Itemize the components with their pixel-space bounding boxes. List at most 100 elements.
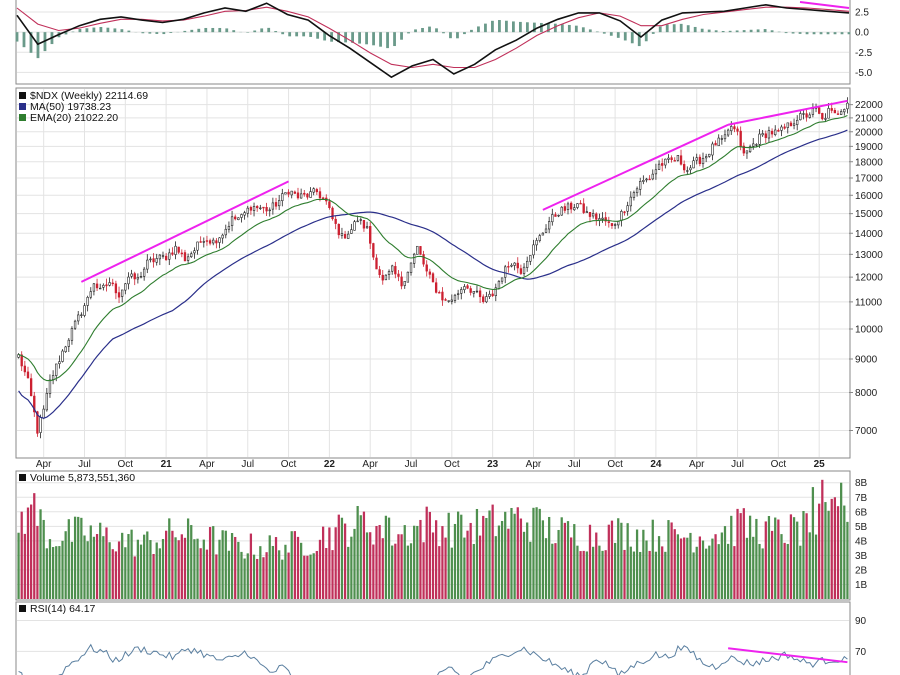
macd-histogram-bar <box>211 27 215 33</box>
macd-histogram-bar <box>120 29 124 33</box>
price-candle-body <box>635 188 639 194</box>
volume-bar <box>560 517 563 599</box>
volume-bar <box>340 517 344 599</box>
volume-bar <box>648 550 651 599</box>
price-candle-body <box>839 111 843 115</box>
price-candle-body <box>748 146 752 152</box>
price-candle-body <box>620 211 623 221</box>
price-candle-body <box>783 126 786 129</box>
price-candle-body <box>843 109 846 113</box>
macd-histogram-bar <box>463 32 466 35</box>
volume-bar <box>551 543 554 599</box>
macd-histogram-bar <box>274 31 278 33</box>
macd-histogram-bar <box>588 29 592 33</box>
volume-axis: 8B 7B 6B 5B 4B 3B 2B 1B <box>855 478 868 591</box>
volume-bar <box>770 530 774 599</box>
macd-histogram-bar <box>637 32 641 47</box>
volume-bar <box>227 550 231 599</box>
volume-bar <box>526 522 529 599</box>
price-candle-body <box>557 214 560 217</box>
volume-bar <box>780 534 783 599</box>
price-candle-body <box>237 217 240 221</box>
macd-histogram-bar <box>798 32 802 34</box>
volume-bar <box>224 530 227 599</box>
price-candle-body <box>111 282 114 285</box>
volume-bar <box>108 542 111 599</box>
price-candle-body <box>146 259 149 270</box>
price-candle-body <box>686 170 689 172</box>
macd-histogram-bar <box>15 32 19 42</box>
price-candle-body <box>139 276 143 278</box>
macd-histogram-bar <box>728 30 732 33</box>
volume-bar <box>444 537 447 599</box>
volume-bar <box>33 493 36 599</box>
price-candle-body <box>331 207 334 220</box>
price-candle-body <box>262 206 265 209</box>
price-candle-body <box>130 273 133 277</box>
macd-histogram-bar <box>64 32 68 35</box>
volume-bar <box>774 517 777 599</box>
price-candle-body <box>689 167 692 171</box>
price-axis: 22000 21000 20000 19000 18000 17000 16000 15000… <box>849 100 883 437</box>
volume-bar <box>61 540 64 599</box>
macd-histogram-bar <box>721 31 725 33</box>
price-candle-body <box>491 293 494 297</box>
macd-histogram-bar <box>651 32 655 34</box>
volume-tick-label: 1B <box>855 580 868 591</box>
price-candle-body <box>720 138 724 140</box>
macd-histogram-bar <box>393 32 396 47</box>
volume-bar <box>645 540 648 599</box>
volume-bar <box>152 553 155 599</box>
macd-histogram-bar <box>658 26 662 33</box>
macd-histogram-bar <box>498 20 501 33</box>
date-tick-label: 24 <box>650 459 662 470</box>
price-candle-body <box>482 296 485 303</box>
price-candle-body <box>180 252 183 255</box>
price-candle-body <box>306 193 309 198</box>
macd-histogram-bar <box>756 29 760 33</box>
price-candle-body <box>343 234 347 239</box>
price-candle-body <box>133 273 136 280</box>
volume-bar <box>748 515 752 599</box>
volume-bar <box>174 537 177 599</box>
price-candle-body <box>598 218 601 221</box>
volume-bar <box>369 532 372 599</box>
volume-bar <box>453 523 457 599</box>
macd-histogram-bar <box>686 25 690 33</box>
volume-bar <box>692 552 695 599</box>
price-candle-body <box>296 192 300 199</box>
price-candle-body <box>494 287 497 297</box>
price-candle-body <box>607 221 610 223</box>
volume-bar <box>595 532 598 599</box>
volume-bar <box>733 546 736 599</box>
volume-bar <box>623 549 626 599</box>
price-candle-body <box>347 233 350 239</box>
price-candle-body <box>378 269 381 276</box>
macd-histogram-bar <box>819 32 823 35</box>
macd-histogram-bar <box>232 30 236 33</box>
price-candle-body <box>67 339 70 347</box>
price-candle-body <box>802 113 805 115</box>
price-candle-body <box>623 211 626 213</box>
price-candle-body <box>70 328 74 341</box>
price-candle-body <box>460 289 463 294</box>
price-candle-body <box>475 290 479 293</box>
volume-bar <box>42 519 45 599</box>
price-candle-body <box>701 157 705 165</box>
macd-histogram-bar <box>840 32 844 35</box>
volume-bar <box>601 550 604 599</box>
price-candle-body <box>428 271 432 275</box>
date-tick-label: Apr <box>689 459 705 470</box>
price-legend-swatch <box>19 92 26 99</box>
price-tick-label: 7000 <box>855 426 878 437</box>
volume-bar <box>585 551 588 599</box>
price-tick-label: 22000 <box>855 100 883 111</box>
price-candle-body <box>711 143 714 156</box>
volume-bar <box>208 527 212 599</box>
volume-bar <box>55 546 58 599</box>
price-candle-body <box>639 181 642 190</box>
macd-histogram-bar <box>505 20 508 33</box>
price-candle-body <box>36 411 39 434</box>
volume-bar <box>92 536 96 599</box>
macd-axis: 2.5 0.0 -2.5 -5.0 <box>855 8 873 79</box>
